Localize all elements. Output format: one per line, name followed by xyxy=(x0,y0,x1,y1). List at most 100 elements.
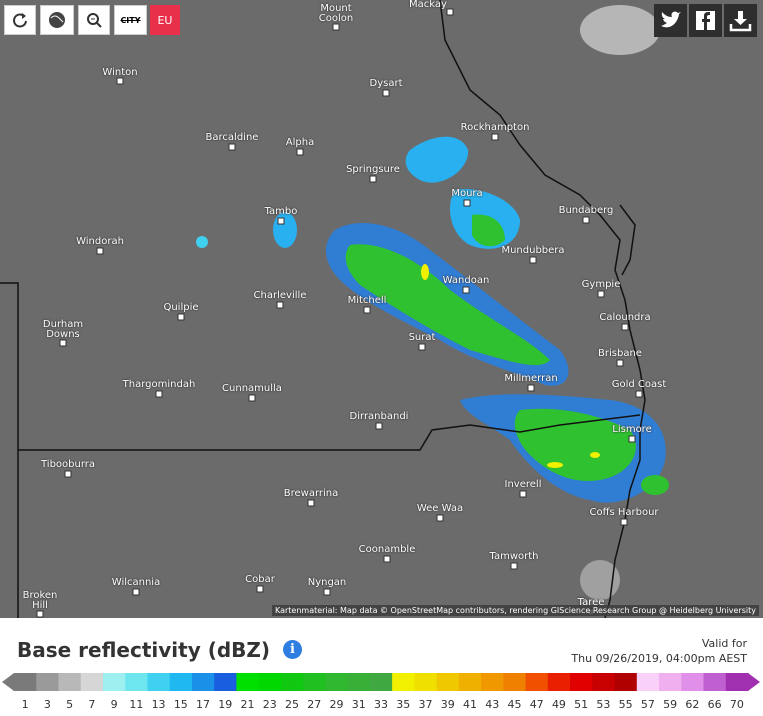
place-marker xyxy=(383,555,391,563)
place-label: Tamworth xyxy=(489,551,539,562)
scale-label: 11 xyxy=(129,698,143,711)
place-label: Dysart xyxy=(369,78,403,89)
legend-title: Base reflectivity (dBZ) xyxy=(17,638,271,662)
place-marker xyxy=(323,588,331,596)
place-marker xyxy=(248,394,256,402)
place-label: Nyngan xyxy=(307,577,347,588)
place-marker xyxy=(64,470,72,478)
scale-cell xyxy=(258,673,282,691)
place-marker xyxy=(418,343,426,351)
place-marker xyxy=(375,422,383,430)
place-marker xyxy=(491,133,499,141)
place-label: Tambo xyxy=(264,206,298,217)
scale-cell xyxy=(725,673,749,691)
scale-label: 66 xyxy=(708,698,722,711)
scale-cell xyxy=(325,673,349,691)
place-marker xyxy=(529,256,537,264)
facebook-icon xyxy=(696,11,715,30)
place-marker xyxy=(635,390,643,398)
eu-button[interactable]: EU xyxy=(150,5,180,35)
valid-date: Thu 09/26/2019, 04:00pm AEST xyxy=(571,652,747,665)
place-label: Springsure xyxy=(346,164,400,175)
city-button[interactable]: CITY xyxy=(114,5,147,35)
place-marker xyxy=(597,290,605,298)
scale-cell xyxy=(414,673,438,691)
place-label: Mackay xyxy=(409,0,447,10)
place-label: Brewarrina xyxy=(283,488,339,499)
scale-label: 55 xyxy=(619,698,633,711)
place-label: Alpha xyxy=(285,137,315,148)
scale-label: 53 xyxy=(596,698,610,711)
place-label: Wilcannia xyxy=(111,577,161,588)
place-label: Winton xyxy=(102,67,138,78)
scale-cell xyxy=(169,673,193,691)
twitter-icon xyxy=(661,11,681,28)
place-label: Quilpie xyxy=(163,302,199,313)
facebook-button[interactable] xyxy=(689,4,722,37)
place-label: Barcaldine xyxy=(205,132,259,143)
scale-cell xyxy=(191,673,215,691)
scale-cell xyxy=(592,673,616,691)
map-layer xyxy=(0,0,669,618)
place-marker xyxy=(307,499,315,507)
scale-cell xyxy=(392,673,415,691)
place-marker xyxy=(519,490,527,498)
scale-cell xyxy=(14,673,37,691)
place-label: Rockhampton xyxy=(460,122,530,133)
refresh-icon xyxy=(13,13,27,28)
place-marker xyxy=(446,8,454,16)
scale-label: 13 xyxy=(152,698,166,711)
scale-cell xyxy=(125,673,148,691)
scale-label: 29 xyxy=(330,698,344,711)
place-label: Broken Hill xyxy=(22,590,58,611)
scale-label: 39 xyxy=(441,698,455,711)
place-label: Windorah xyxy=(76,236,124,247)
scale-label: 31 xyxy=(352,698,366,711)
place-marker xyxy=(527,384,535,392)
place-label: Cobar xyxy=(245,574,275,585)
scale-label: 70 xyxy=(730,698,744,711)
download-icon xyxy=(729,11,752,32)
place-label: Taree xyxy=(577,597,605,608)
scale-label: 17 xyxy=(196,698,210,711)
place-marker xyxy=(436,514,444,522)
radar-echoes xyxy=(196,5,669,600)
scale-cell xyxy=(147,673,171,691)
place-label: Gympie xyxy=(581,279,621,290)
scale-cell xyxy=(681,673,705,691)
scale-cell xyxy=(214,673,237,691)
scale-label: 9 xyxy=(111,698,118,711)
twitter-button[interactable] xyxy=(654,4,687,37)
valid-label: Valid for xyxy=(701,637,747,650)
place-label: Charleville xyxy=(253,290,307,301)
place-marker xyxy=(256,585,264,593)
download-button[interactable] xyxy=(724,4,757,37)
place-label: Coffs Harbour xyxy=(589,507,659,518)
place-label: Wandoan xyxy=(442,275,490,286)
place-label: Mount Coolon xyxy=(318,3,354,24)
place-marker xyxy=(621,323,629,331)
scale-label: 51 xyxy=(574,698,588,711)
place-label: Durham Downs xyxy=(42,319,84,340)
place-label: Inverell xyxy=(504,479,542,490)
place-marker xyxy=(510,562,518,570)
place-marker xyxy=(369,175,377,183)
scale-cell xyxy=(659,673,682,691)
scale-cell xyxy=(458,673,482,691)
place-marker xyxy=(462,286,470,294)
scale-cell xyxy=(280,673,304,691)
place-label: Moura xyxy=(451,188,483,199)
info-button[interactable]: i xyxy=(283,640,302,659)
color-scale: 1 3 5 7 9 11 13 15 17 19 21 23 25 27 29 31 33 35 37 39 41 43 4… xyxy=(2,673,760,711)
map[interactable]: Mackay Mount Coolon Winton Dysart Rockhampto… xyxy=(0,0,763,618)
scale-label: 27 xyxy=(307,698,321,711)
scale-cell xyxy=(236,673,260,691)
place-marker xyxy=(96,247,104,255)
city-label: CITY xyxy=(120,15,141,25)
place-marker xyxy=(277,217,285,225)
scale-label: 41 xyxy=(463,698,477,711)
zoom-out-button[interactable] xyxy=(78,5,110,35)
refresh-button[interactable] xyxy=(4,5,36,35)
globe-button[interactable] xyxy=(40,5,74,35)
scale-cell xyxy=(102,673,126,691)
